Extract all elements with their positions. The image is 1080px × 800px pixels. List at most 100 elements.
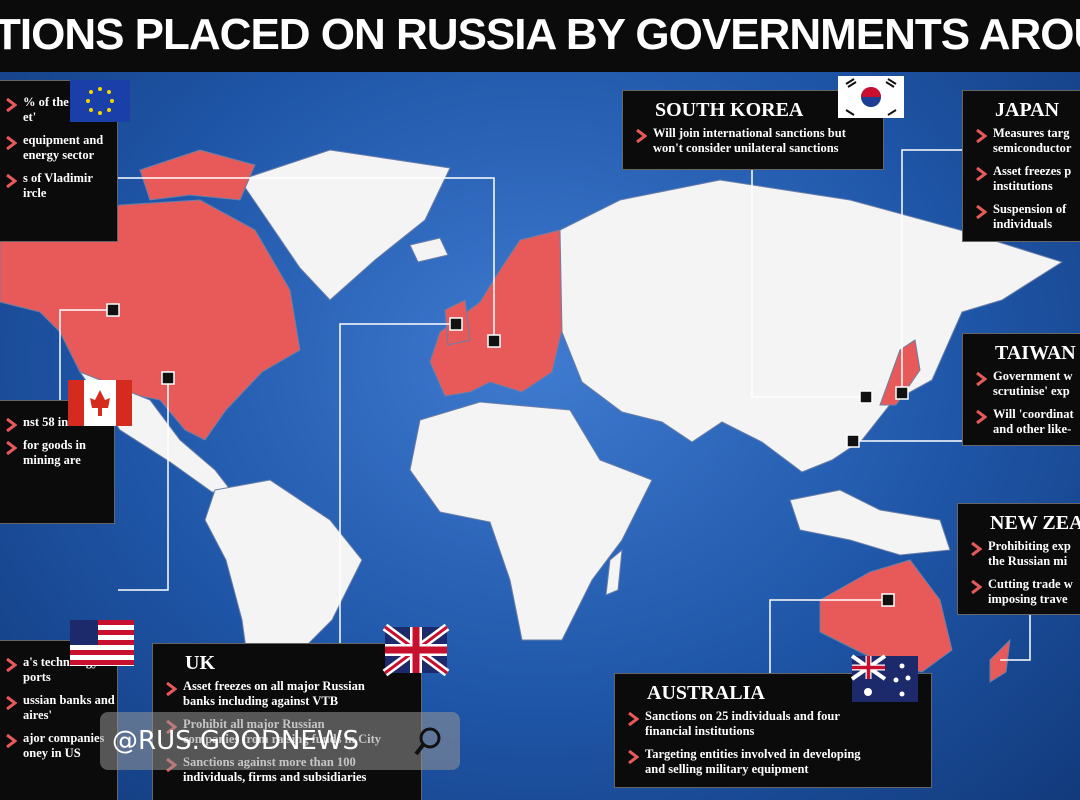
bullet: Suspension of individuals — [973, 202, 1080, 232]
panel-title: TAIWAN — [995, 342, 1076, 364]
connector — [118, 177, 495, 341]
bullet: equipment and energy sector — [3, 133, 107, 163]
chevron — [6, 696, 17, 710]
panel-title: JAPAN — [995, 99, 1060, 121]
title: TIONS PLACED ON RUSSIA BY GOVERNMENTS AR… — [0, 10, 1080, 59]
bullet: Asset freezes on all major Russian banks … — [163, 679, 411, 709]
chevron — [976, 372, 987, 386]
africa — [409, 401, 653, 641]
bullet-line: the Russian mi — [988, 554, 1068, 568]
bullet: % of the Russian et' — [3, 95, 115, 125]
bullet-line: et' — [23, 110, 37, 124]
bullet-line: Suspension of — [993, 202, 1067, 216]
chevron — [628, 750, 639, 764]
search-icon[interactable] — [412, 722, 452, 762]
sanction-panel: AUSTRALIA Sanctions on 25 individuals and… — [614, 673, 932, 788]
chevron — [166, 682, 177, 696]
bullet-line: ussian banks and — [23, 693, 115, 707]
bullet-line: aires' — [23, 708, 52, 722]
sanction-panel: JAPAN Measures targ semiconductor Asset fre… — [962, 90, 1080, 242]
bullet-line: s of Vladimir — [23, 171, 93, 185]
bullet: Will join international sanctions but won… — [633, 126, 873, 156]
bullet: Will 'coordinat and other like- — [973, 407, 1080, 437]
bullet-line: Cutting trade w — [988, 577, 1073, 591]
chevron — [6, 658, 17, 672]
bullet: nst 58 individuals — [3, 415, 115, 432]
bullet: Government w scrutinise' exp — [973, 369, 1080, 399]
marker — [487, 334, 501, 348]
panel-title: AUSTRALIA — [647, 682, 765, 704]
asia — [559, 179, 1064, 473]
bullet: s of Vladimir ircle — [3, 171, 107, 201]
bullet: Cutting trade w imposing trave — [968, 577, 1080, 607]
sanction-panel: NEW ZEA Prohibiting exp the Russian mi Cutt… — [957, 503, 1080, 615]
bullet-line: % of the Russian — [23, 95, 115, 109]
chevron — [976, 410, 987, 424]
bullet-line: Sanctions on 25 individuals and four — [645, 709, 840, 723]
marker — [881, 593, 895, 607]
bullet-line: ports — [23, 670, 51, 684]
connector — [751, 168, 866, 398]
iceland — [409, 237, 449, 263]
chevron — [6, 98, 17, 112]
bullet: Targeting entities involved in developin… — [625, 747, 921, 777]
watermark-text: @RUS.GOODNEWS — [112, 726, 360, 756]
bullet-line: ajor companies — [23, 731, 105, 745]
australia — [819, 559, 953, 673]
bullet-line: equipment and — [23, 133, 104, 147]
bullet-line: semiconductor — [993, 141, 1072, 155]
bullet-line: Government w — [993, 369, 1073, 383]
sanction-panel: nst 58 individuals for goods in mining are — [0, 400, 115, 524]
marker — [449, 317, 463, 331]
chevron — [6, 441, 17, 455]
bullet: Measures targ semiconductor — [973, 126, 1080, 156]
sanction-panel: a's technology ports ussian banks and aires… — [0, 640, 118, 800]
connector — [339, 323, 456, 643]
connector — [901, 149, 962, 393]
chevron — [976, 167, 987, 181]
arctic-islands — [139, 149, 256, 201]
watermark: @RUS.GOODNEWS — [100, 712, 460, 770]
connector — [118, 378, 169, 591]
bullet-line: Measures targ — [993, 126, 1070, 140]
new-zealand — [989, 638, 1011, 683]
north-america — [0, 199, 301, 441]
bullet-line: for goods in — [23, 438, 86, 452]
bullet: Asset freezes p institutions — [973, 164, 1080, 194]
marker — [106, 303, 120, 317]
bullet-line: ircle — [23, 186, 47, 200]
bullet-line: scrutinise' exp — [993, 384, 1070, 398]
chevron — [636, 129, 647, 143]
bullet-line: won't consider unilateral sanctions — [653, 141, 839, 155]
sanction-panel: TAIWAN Government w scrutinise' exp Will 'c… — [962, 333, 1080, 446]
connector — [1000, 613, 1031, 661]
bullet-line: imposing trave — [988, 592, 1068, 606]
se-asia-islands — [789, 489, 951, 556]
bullet: a's technology ports — [3, 655, 107, 685]
chevron — [971, 542, 982, 556]
bullet-line: a's technology — [23, 655, 99, 669]
marker — [161, 371, 175, 385]
panel-title: SOUTH KOREA — [655, 99, 804, 121]
bullet: ussian banks and aires' — [3, 693, 115, 723]
bullet-line: nst 58 individuals — [23, 415, 115, 429]
chevron — [628, 712, 639, 726]
bullet-line: and other like- — [993, 422, 1072, 436]
marker — [846, 434, 860, 448]
chevron — [6, 418, 17, 432]
bullet: for goods in mining are — [3, 438, 104, 468]
bullet-line: individuals, firms and subsidiaries — [183, 770, 367, 784]
chevron — [6, 734, 17, 748]
chevron — [6, 136, 17, 150]
panel-title: NEW ZEA — [990, 512, 1080, 534]
sanction-panel: SOUTH KOREA Will join international sanct… — [622, 90, 884, 170]
bullet-line: Prohibiting exp — [988, 539, 1071, 553]
connector — [769, 599, 888, 673]
bullet: Sanctions on 25 individuals and four fina… — [625, 709, 921, 739]
bullet-line: and selling military equipment — [645, 762, 809, 776]
bullet-line: Will join international sanctions but — [653, 126, 846, 140]
bullet-line: banks including against VTB — [183, 694, 339, 708]
bullet-line: mining are — [23, 453, 81, 467]
